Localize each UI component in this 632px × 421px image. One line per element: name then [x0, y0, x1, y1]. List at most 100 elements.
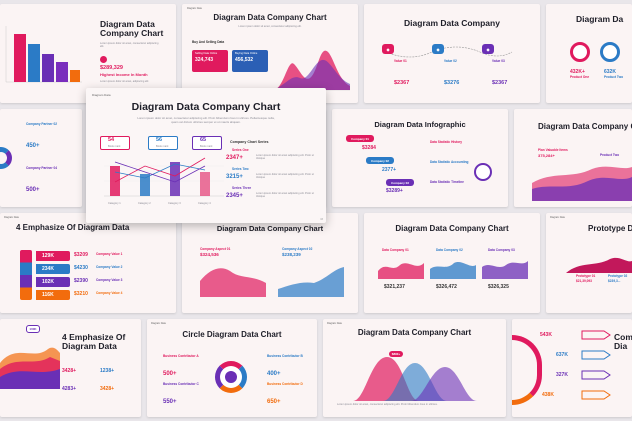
- bar-icon: [474, 163, 492, 181]
- aspect-2-label: Company Aspect 02: [282, 247, 313, 251]
- partner-2-title: Company Partner 02: [26, 122, 58, 126]
- stat-4: 3428+: [100, 386, 115, 392]
- slide-body-text: Lorem ipsum dolor sit amet, consectetur …: [238, 25, 302, 28]
- slide-title: Diagram Data Company Chart: [131, 101, 281, 113]
- slide-thumbnail-15[interactable]: Diagram Data Diagram Data Company Chart …: [323, 319, 506, 417]
- stat-1: 3428+: [62, 368, 77, 374]
- buying-card-value: 456,532: [235, 57, 254, 63]
- slide-thumbnail-3[interactable]: Diagram Data Company ◆ ◆ ◆ Value 01 Valu…: [364, 4, 540, 103]
- arrow-4-value: 438K: [542, 392, 554, 398]
- kpi-2-box: [148, 136, 178, 150]
- product-two-tag: Product Two: [600, 153, 620, 157]
- buying-card-label: Buying Data Online: [235, 52, 258, 55]
- category-1-label: Category 1: [108, 202, 121, 205]
- slide-body-text: Lorem ipsum dolor sit amet, consectetur …: [337, 403, 438, 406]
- company-01-pill: Company 01: [346, 135, 374, 142]
- note-3: Data Statistic Timeline: [430, 180, 464, 184]
- slide-thumbnail-9[interactable]: Diagram Data 4 Emphasize Of Diagram Data…: [0, 213, 176, 313]
- note-1: Data Statistic History: [430, 140, 463, 144]
- product-one-value: 432K+: [570, 69, 585, 75]
- product-two-value: 632K: [604, 69, 616, 75]
- slide-thumbnail-2[interactable]: Diagram Data Diagram Data Company Chart …: [182, 4, 358, 103]
- category-4-label: Category 4: [198, 202, 211, 205]
- slide-thumbnail-12[interactable]: Diagram Data Prototype D Prototype 01 $2…: [546, 213, 632, 313]
- slide-thumbnail-13[interactable]: 100K 4 Emphasize Of Diagram Data 3428+ 1…: [0, 319, 141, 417]
- value-2-amount: $3276: [444, 80, 460, 86]
- slide-body-text: Lorem ipsum dolor sit amet, consectetur …: [137, 116, 275, 124]
- company-02-value: 2377+: [382, 167, 397, 173]
- connector-lines: [385, 46, 513, 58]
- income-label: Highest Income In Month: [100, 72, 148, 77]
- row-2-kpi: 234K: [42, 266, 54, 272]
- slide-title: Diagram Data Company Chart: [357, 328, 472, 337]
- series-3-value: 2345+: [226, 193, 243, 199]
- series-2-note: Lorem ipsum dolor sit amet adipiscing el…: [256, 173, 314, 180]
- selling-card-value: 324,743: [195, 57, 214, 63]
- wave-area-chart: [532, 166, 632, 201]
- stack-icon: [20, 250, 32, 300]
- buying-card: Buying Data Online 456,532: [232, 50, 268, 72]
- arrow-3-value: 327K: [556, 372, 568, 378]
- kpi-2-label: Book mark: [156, 145, 169, 148]
- company-2-value: $326,472: [436, 284, 457, 290]
- slide-body-text: Lorem ipsum dolor sit amet, consectetur …: [100, 42, 159, 49]
- row-2-value: $4230: [74, 265, 88, 271]
- company-03-pill: Company 03: [386, 179, 414, 186]
- arrow-shapes: [581, 330, 611, 400]
- slide-thumbnail-14[interactable]: Diagram Data Circle Diagram Data Chart B…: [147, 319, 317, 417]
- slide-tag: Diagram Data: [92, 93, 111, 97]
- selling-card-label: Selling Data Online: [195, 52, 218, 55]
- layered-mountain-graphic: [0, 347, 60, 389]
- slide-thumbnail-4[interactable]: Diagram Da 432K+ Product One 632K Produc…: [546, 4, 632, 103]
- slide-title: Diagram Data Company: [404, 18, 500, 28]
- row-4-kpi: 116K: [42, 292, 54, 298]
- kpi-3-box: [192, 136, 222, 150]
- income-value: $289,329: [100, 65, 123, 71]
- chart-subtitle: Buy And Selling Data: [192, 40, 225, 44]
- company-3-wave: [482, 261, 528, 279]
- row-4-name: Company Value 4: [96, 291, 123, 295]
- note-2: Data Statistic Accounting: [430, 160, 469, 164]
- contributor-b-label: Business Contributor B: [267, 354, 303, 358]
- income-note: Lorem ipsum dolor sit amet, adipiscing e…: [100, 80, 149, 83]
- series-1-value: 2347+: [226, 155, 243, 161]
- series-3-note: Lorem ipsum dolor sit amet adipiscing el…: [256, 192, 314, 199]
- product-two-label: Product Two: [604, 75, 624, 79]
- kpi-2-value: 56: [156, 137, 163, 143]
- slide-thumbnail-11[interactable]: Diagram Data Company Chart Data Company …: [364, 213, 540, 313]
- slide-title-line-1: Diagram Data: [100, 19, 155, 29]
- product-two-ring: [600, 42, 620, 62]
- prototype-1-label: Prototype 01: [576, 274, 596, 278]
- slide-title-line-1: Com: [614, 332, 632, 342]
- company-2-wave: [430, 262, 476, 279]
- company-1-wave: [378, 263, 424, 279]
- prototype-2-label: Prototype 02: [608, 274, 628, 278]
- company-02-pill: Company 02: [366, 157, 394, 164]
- slide-title: Circle Diagram Data Chart: [182, 330, 282, 339]
- bar-chart-graphic: [5, 26, 82, 83]
- slide-thumbnail-10[interactable]: Diagram Data Company Chart Company Aspec…: [182, 213, 358, 313]
- product-one-ring: [570, 42, 590, 62]
- slide-thumbnail-8[interactable]: Diagram Data Company Ch Plan Valuable It…: [514, 109, 632, 207]
- company-01-value: $3284: [362, 145, 376, 151]
- row-1-kpi: 129K: [42, 253, 54, 259]
- value-1-amount: $2367: [394, 80, 410, 86]
- product-one-label: Product One: [570, 75, 590, 79]
- featured-slide-preview[interactable]: Diagram Data Diagram Data Company Chart …: [86, 88, 326, 223]
- slide-title-line-1: 4 Emphasize Of: [62, 332, 126, 342]
- slide-thumbnail-7[interactable]: Diagram Data Infographic Company 01 $328…: [332, 109, 508, 207]
- slide-thumbnail-1[interactable]: Diagram Data Company Chart Lorem ipsum d…: [0, 4, 176, 103]
- slide-title: 4 Emphasize Of Diagram Data: [16, 223, 130, 232]
- stat-3: 4283+: [62, 386, 77, 392]
- series-3-name: Series Three: [232, 186, 252, 190]
- partner-ring: [0, 147, 12, 169]
- slide-thumbnail-16[interactable]: Com Dia 543K 637K 327K 438K: [512, 319, 632, 417]
- slide-title: Prototype D: [588, 224, 632, 233]
- overlapping-bell-curves: [353, 357, 477, 401]
- contributor-c-value: 550+: [163, 399, 177, 405]
- company-1-value: $321,237: [384, 284, 405, 290]
- slide-thumbnail-5[interactable]: Company Partner 02 450+ Company Partner …: [0, 109, 82, 207]
- partner-4-value: 500+: [26, 187, 40, 193]
- value-2-icon: ◆: [432, 44, 444, 54]
- peak-area-chart: [274, 50, 350, 91]
